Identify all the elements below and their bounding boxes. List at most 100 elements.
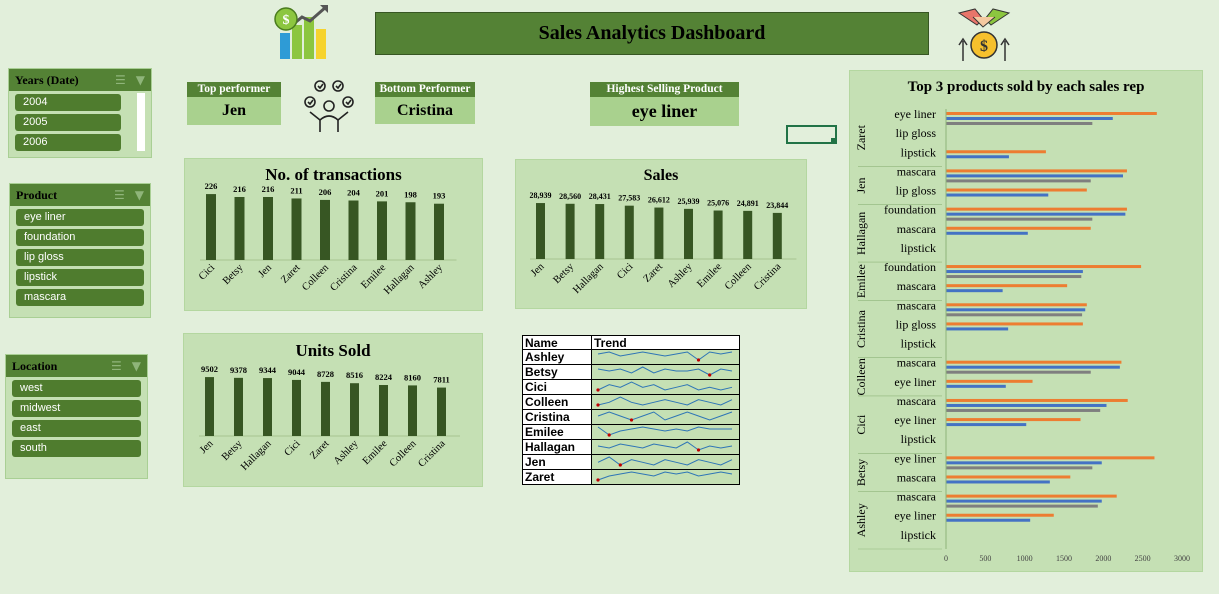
slicer-location-title: Location	[12, 358, 58, 373]
product-tick-label: foundation	[884, 203, 936, 217]
multiselect-icon[interactable]: ☰	[114, 188, 125, 202]
bar-cici	[292, 379, 301, 436]
x-tick-label: 500	[979, 554, 991, 563]
trend-sparkline-cell	[591, 379, 740, 395]
rep-group-label: Hallagan	[854, 212, 868, 255]
slicer-item-mascara[interactable]: mascara	[16, 289, 144, 306]
kpi-highest-selling: Highest Selling Product eye liner	[590, 82, 739, 126]
hbar-cristina	[946, 327, 1009, 331]
hbar-colleen	[946, 370, 1091, 374]
trend-row: Colleen	[522, 394, 740, 410]
product-tick-label: mascara	[897, 394, 937, 408]
sparkline-low-point	[596, 478, 600, 482]
slicer-years-title: Years (Date)	[15, 72, 79, 87]
product-tick-label: lipstick	[901, 528, 936, 542]
kpi-bottom-performer: Bottom Performer Cristina	[375, 82, 475, 124]
product-tick-label: lipstick	[901, 241, 936, 255]
slicer-item-east[interactable]: east	[12, 420, 141, 437]
rep-group-label: Zaret	[854, 124, 868, 150]
bar-data-label: 28,560	[559, 192, 581, 201]
slicer-item-south[interactable]: south	[12, 440, 141, 457]
trend-sparkline-cell	[591, 409, 740, 425]
filter-icon[interactable]: ▼	[131, 359, 141, 373]
trend-row: Hallagan	[522, 439, 740, 455]
svg-text:$: $	[283, 13, 290, 28]
multiselect-icon[interactable]: ☰	[115, 73, 126, 87]
rep-group-label: Emilee	[854, 264, 868, 298]
bar-hallagan	[405, 202, 416, 260]
bar-betsy	[565, 203, 575, 259]
slicer-scrollbar[interactable]	[137, 93, 145, 151]
sparkline-low-point	[708, 373, 712, 377]
hbar-cristina	[946, 313, 1083, 317]
slicer-item-eye-liner[interactable]: eye liner	[16, 209, 144, 226]
bar-data-label: 23,844	[766, 201, 788, 210]
trend-header-trend: Trend	[591, 335, 740, 350]
hbar-betsy	[946, 475, 1071, 479]
kpi-top-performer: Top performer Jen	[187, 82, 281, 125]
hbar-jen	[946, 188, 1087, 192]
hbar-betsy	[946, 480, 1050, 484]
slicer-item-midwest[interactable]: midwest	[12, 400, 141, 417]
hbar-cici	[946, 408, 1101, 412]
sparkline-low-point	[696, 448, 701, 452]
kpi-highest-selling-value: eye liner	[590, 97, 739, 126]
hbar-jen	[946, 193, 1049, 197]
slicer-item-2005[interactable]: 2005	[15, 114, 121, 131]
trend-sparkline-cell	[591, 394, 740, 410]
trend-row: Emilee	[522, 424, 740, 440]
x-tick-label: 1500	[1056, 554, 1072, 563]
bar-data-label: 27,583	[618, 194, 640, 203]
fill-handle[interactable]	[831, 138, 836, 143]
category-tick-label: Cici	[615, 261, 635, 281]
hbar-colleen	[946, 379, 1033, 383]
hbar-betsy	[946, 461, 1102, 465]
filter-icon[interactable]: ▼	[135, 73, 145, 87]
trend-sparkline-cell	[591, 439, 740, 455]
chart-units-panel: Units Sold 9502 Jen 9378 Betsy 9344 Hallagan 9…	[183, 333, 483, 487]
slicer-item-lipstick[interactable]: lipstick	[16, 269, 144, 286]
svg-text:$: $	[980, 38, 988, 55]
filter-icon[interactable]: ▼	[134, 188, 144, 202]
kpi-top-performer-value: Jen	[187, 97, 281, 125]
slicer-product: Product ☰ ▼ eye liner foundation lip glos…	[9, 183, 151, 318]
bar-cici	[624, 205, 634, 259]
bar-jen	[536, 203, 545, 259]
multiselect-icon[interactable]: ☰	[111, 359, 122, 373]
bar-data-label: 24,891	[737, 199, 759, 208]
slicer-item-foundation[interactable]: foundation	[16, 229, 144, 246]
category-tick-label: Betsy	[552, 261, 577, 286]
x-tick-label: 2000	[1095, 554, 1111, 563]
bar-data-label: 8728	[317, 369, 334, 379]
bar-data-label: 201	[376, 188, 389, 198]
sparkline	[597, 366, 733, 376]
product-tick-label: mascara	[897, 164, 937, 178]
product-tick-label: lipstick	[901, 432, 936, 446]
slicer-item-2004[interactable]: 2004	[15, 94, 121, 111]
bar-data-label: 7811	[433, 375, 450, 385]
category-tick-label: Jen	[256, 262, 274, 280]
hbar-jen	[946, 169, 1127, 173]
trend-sparkline-cell	[591, 469, 740, 485]
product-tick-label: lipstick	[901, 145, 936, 159]
slicer-item-lip-gloss[interactable]: lip gloss	[16, 249, 144, 266]
sparkline-low-point	[696, 358, 701, 362]
selected-cell[interactable]	[786, 125, 837, 144]
dashboard-title: Sales Analytics Dashboard	[375, 12, 929, 55]
slicer-item-west[interactable]: west	[12, 380, 141, 397]
bar-data-label: 193	[433, 191, 446, 201]
kpi-top-performer-label: Top performer	[187, 82, 281, 97]
trend-table: Name Trend Ashley Betsy Cici Colleen Cristin…	[522, 335, 740, 485]
trend-sparkline-cell	[591, 349, 740, 365]
hbar-cici	[946, 398, 1128, 402]
hbar-hallagan	[946, 231, 1028, 235]
hbar-ashley	[946, 513, 1054, 517]
slicer-location: Location ☰ ▼ west midwest east south	[5, 354, 148, 479]
bar-zaret	[291, 198, 302, 260]
bar-ashley	[434, 203, 444, 260]
trend-rep-name: Ashley	[522, 349, 592, 365]
bar-data-label: 211	[290, 185, 302, 195]
bar-data-label: 9044	[288, 367, 306, 377]
slicer-item-2006[interactable]: 2006	[15, 134, 121, 151]
category-tick-label: Colleen	[388, 438, 419, 469]
